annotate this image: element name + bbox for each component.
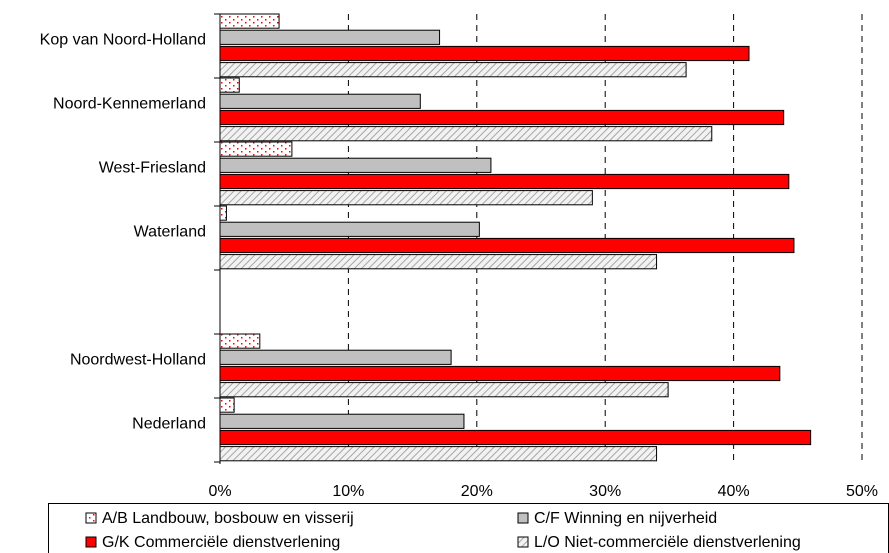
bar — [219, 446, 658, 462]
bar — [219, 333, 261, 349]
category-label: Waterland — [134, 223, 206, 240]
legend-label: C/F Winning en nijverheid — [534, 510, 717, 527]
bar — [219, 157, 492, 173]
bar — [219, 221, 480, 237]
legend-swatch — [85, 512, 97, 524]
bar — [219, 254, 658, 270]
category-label: Kop van Noord-Holland — [40, 31, 206, 48]
bar — [219, 429, 812, 446]
x-tick-label: 30% — [589, 483, 621, 500]
bar — [219, 13, 280, 29]
legend-label: L/O Niet-commerciële dienstverlening — [534, 534, 801, 551]
legend: A/B Landbouw, bosbouw en visserij C/F Win… — [48, 503, 889, 553]
legend-swatch — [517, 512, 529, 524]
x-tick-label: 40% — [718, 483, 750, 500]
x-tick-label: 50% — [846, 483, 878, 500]
bar — [219, 45, 750, 62]
bar — [219, 205, 227, 221]
bar — [219, 237, 795, 254]
bar — [219, 93, 421, 109]
bar — [219, 382, 669, 398]
bar — [219, 365, 781, 382]
legend-swatch — [517, 536, 529, 548]
bar — [219, 77, 240, 93]
legend-box — [48, 503, 889, 553]
x-tick-label: 10% — [332, 483, 364, 500]
bar — [219, 29, 441, 45]
x-tick-label: 0% — [208, 483, 231, 500]
axes: 0% 10% 20% 30% 40% 50% Kop van Noord-Holland No… — [40, 13, 878, 500]
bars — [219, 13, 812, 462]
legend-label: G/K Commerciële dienstverlening — [102, 534, 340, 551]
category-label: Noordwest-Holland — [70, 351, 206, 368]
bar — [219, 141, 293, 157]
bar — [219, 397, 235, 413]
category-label: Nederland — [132, 415, 206, 432]
bar — [219, 62, 687, 78]
bar — [219, 109, 785, 126]
bar — [219, 190, 593, 206]
x-tick-label: 20% — [461, 483, 493, 500]
bar — [219, 349, 452, 365]
bar — [219, 173, 790, 190]
category-label: West-Friesland — [99, 159, 206, 176]
category-label: Noord-Kennemerland — [53, 95, 206, 112]
legend-swatch — [85, 536, 97, 548]
bar — [219, 126, 713, 142]
bar — [219, 413, 465, 429]
legend-label: A/B Landbouw, bosbouw en visserij — [102, 510, 354, 527]
